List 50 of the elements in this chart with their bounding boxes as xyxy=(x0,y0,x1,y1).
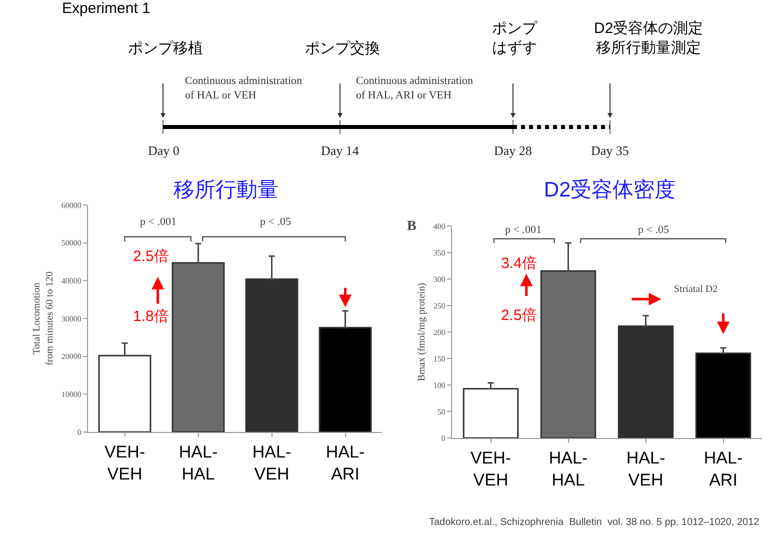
y-tick-label: 20000 xyxy=(61,352,82,362)
y-tick-label: 50 xyxy=(437,407,446,416)
annotation: p < .001 xyxy=(505,224,542,236)
text: Day 14 xyxy=(321,143,360,158)
y-tick-label: 400 xyxy=(433,222,446,231)
text: Day 0 xyxy=(148,143,180,158)
x-tick-label: HAL- VEH xyxy=(626,448,666,490)
y-tick-label: 60000 xyxy=(61,200,82,210)
text: Day 28 xyxy=(494,143,532,158)
x-tick-label: HAL- ARI xyxy=(704,448,743,490)
x-tick-label: HAL- HAL xyxy=(548,448,588,490)
text: Day 35 xyxy=(591,143,629,158)
text: ポンプはずす xyxy=(492,20,538,56)
annotation: 3.4倍 xyxy=(501,255,537,272)
annotation: 2.5倍 xyxy=(133,248,169,265)
y-tick-label: 0 xyxy=(441,434,446,443)
y-tick-label: 30000 xyxy=(61,314,82,324)
x-tick-label: HAL- HAL xyxy=(178,442,218,484)
annotation: p < .001 xyxy=(140,216,176,228)
text: ポンプ交換 xyxy=(305,40,380,57)
annotation: p < .05 xyxy=(260,216,292,228)
x-tick-label: VEH- VEH xyxy=(470,448,512,490)
y-tick-label: 10000 xyxy=(61,390,82,399)
x-tick-label: VEH- VEH xyxy=(104,442,146,484)
y-tick-label: 0 xyxy=(77,428,82,437)
y-tick-label: 350 xyxy=(433,248,446,258)
text: ポンプ移植 xyxy=(128,40,203,57)
annotation: 2.5倍 xyxy=(501,307,537,324)
text: Continuous administration of HAL, ARI or VEH xyxy=(356,75,474,102)
y-axis-title: Bmax (fmol/mg protein) xyxy=(416,282,428,382)
text: Tadokoro.et.al., Schizophrenia Bulletin vol. 38 no. 5 pp. 1012–1020, 2012 xyxy=(429,517,760,528)
y-tick-label: 250 xyxy=(433,301,446,310)
x-tick-label: HAL- VEH xyxy=(252,442,292,484)
annotation: 1.8倍 xyxy=(133,308,169,325)
y-tick-label: 50000 xyxy=(61,238,82,248)
text: B xyxy=(407,219,416,234)
y-tick-label: 40000 xyxy=(61,276,82,286)
y-tick-label: 200 xyxy=(433,328,446,337)
y-tick-label: 300 xyxy=(433,274,446,284)
annotation: Striatal D2 xyxy=(674,284,718,295)
x-tick-label: HAL- ARI xyxy=(326,442,365,484)
text: D2受容体の測定移所行動量測定 xyxy=(594,20,704,56)
chart-title: 移所行動量 xyxy=(174,178,279,202)
text: Experiment 1 xyxy=(62,0,150,17)
annotation: p < .05 xyxy=(638,224,670,236)
y-axis-title: Total Locomotion from minutes 60 to 120 xyxy=(31,272,56,366)
y-tick-label: 100 xyxy=(433,380,446,390)
text: Continuous administration of HAL or VEH xyxy=(185,75,303,102)
chart-title: D2受容体密度 xyxy=(544,178,676,202)
y-tick-label: 150 xyxy=(433,354,446,364)
